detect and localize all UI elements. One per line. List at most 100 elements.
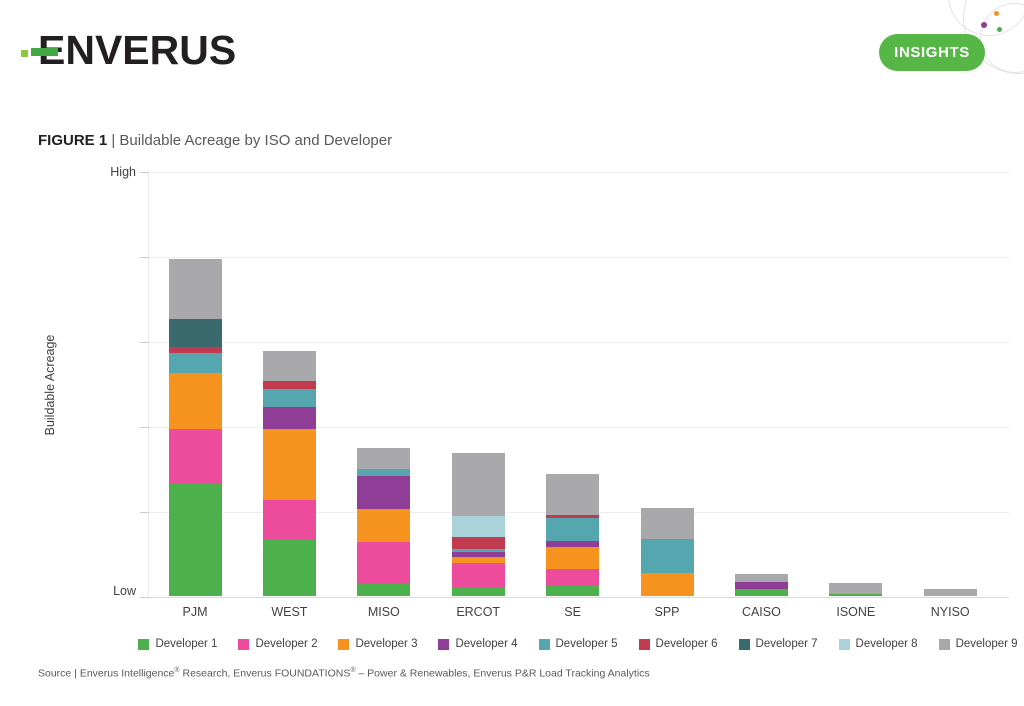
bar-caiso: [734, 574, 788, 596]
insights-button[interactable]: INSIGHTS: [879, 34, 985, 71]
gridline: [149, 427, 1009, 428]
figure-label: FIGURE 1: [38, 132, 108, 149]
legend-label: Developer 5: [555, 638, 618, 650]
bar-segment-developer-9: [829, 582, 883, 594]
gridline: [149, 597, 1009, 598]
gridline: [149, 257, 1009, 258]
bar-segment-developer-9: [168, 259, 222, 320]
bar-segment-developer-9: [451, 452, 505, 516]
bar-segment-developer-4: [357, 475, 411, 509]
legend-swatch: [838, 638, 850, 650]
legend-item-developer-1: Developer 1: [138, 638, 217, 650]
bar-segment-developer-5: [168, 352, 222, 373]
bar-isone: [829, 582, 883, 596]
source-line: Source | Enverus Intelligence® Research,…: [38, 667, 650, 680]
bar-segment-developer-5: [262, 388, 316, 407]
legend-label: Developer 4: [455, 638, 518, 650]
bar-segment-developer-1: [262, 539, 316, 596]
bar-segment-developer-9: [546, 474, 600, 515]
legend-swatch: [238, 638, 250, 650]
y-axis-high-label: High: [110, 165, 136, 179]
y-axis-tick: [140, 342, 149, 343]
y-axis-tick: [140, 172, 149, 173]
legend-label: Developer 1: [155, 638, 218, 650]
legend-swatch: [338, 638, 350, 650]
legend-item-developer-7: Developer 7: [738, 638, 818, 650]
x-axis-label-ercot: ERCOT: [456, 605, 501, 619]
legend-swatch: [938, 638, 950, 650]
bar-segment-developer-1: [734, 589, 788, 596]
legend-item-developer-5: Developer 5: [538, 638, 618, 650]
bar-segment-developer-3: [168, 372, 222, 430]
y-axis-tick: [140, 427, 149, 428]
bar-segment-developer-1: [168, 483, 222, 596]
bar-segment-developer-9: [923, 589, 977, 596]
legend-item-developer-4: Developer 4: [438, 638, 518, 650]
legend-item-developer-3: Developer 3: [338, 638, 417, 650]
bar-segment-developer-6: [262, 380, 316, 389]
figure-title: FIGURE 1 | Buildable Acreage by ISO and …: [38, 132, 392, 149]
bar-segment-developer-1: [451, 587, 505, 596]
bar-segment-developer-3: [546, 546, 600, 569]
x-axis-label-pjm: PJM: [182, 605, 208, 619]
y-axis-title: Buildable Acreage: [43, 334, 57, 436]
x-axis-label-isone: ISONE: [836, 605, 876, 619]
legend-item-developer-2: Developer 2: [238, 638, 317, 650]
bar-segment-developer-1: [357, 584, 411, 596]
bar-segment-developer-3: [640, 573, 694, 596]
logo-wordmark: ENVERUS: [38, 27, 237, 73]
bar-segment-developer-4: [546, 540, 600, 547]
legend-swatch: [538, 638, 550, 650]
x-axis-label-caiso: CAISO: [741, 605, 781, 619]
bar-segment-developer-9: [640, 508, 694, 539]
bar-west: [262, 350, 316, 596]
y-axis-tick: [140, 257, 149, 258]
legend-label: Developer 2: [255, 638, 318, 650]
y-axis-low-label: Low: [113, 584, 136, 598]
bar-pjm: [168, 259, 222, 596]
legend-label: Developer 7: [755, 638, 818, 650]
bar-spp: [640, 508, 694, 596]
logo-accent-dash: [31, 48, 58, 56]
bar-segment-developer-8: [451, 515, 505, 537]
plot-area: PJM WEST MISO ERCOT SE SPP CAISO ISONE NYISO: [140, 172, 1009, 619]
bar-segment-developer-4: [262, 406, 316, 429]
bar-segment-developer-5: [357, 469, 411, 476]
x-axis-label-west: WEST: [271, 605, 308, 619]
gridline: [149, 172, 1009, 173]
legend-label: Developer 8: [855, 638, 918, 650]
y-axis-tick: [140, 597, 149, 598]
bar-segment-developer-5: [640, 539, 694, 573]
bar-segment-developer-5: [451, 548, 505, 552]
enverus-logo[interactable]: ENVERUS: [21, 27, 237, 76]
bar-segment-developer-6: [168, 347, 222, 353]
figure-separator: |: [107, 132, 120, 149]
legend-label: Developer 9: [955, 638, 1018, 650]
x-axis-label-se: SE: [564, 605, 581, 619]
legend-item-developer-8: Developer 8: [838, 638, 918, 650]
y-axis-tick: [140, 512, 149, 513]
legend-swatch: [438, 638, 450, 650]
bar-segment-developer-2: [357, 542, 411, 585]
bar-segment-developer-2: [546, 568, 600, 585]
bar-segment-developer-9: [262, 350, 316, 381]
bar-se: [546, 474, 600, 596]
legend-label: Developer 6: [655, 638, 718, 650]
x-axis-label-nyiso: NYISO: [930, 605, 970, 619]
bar-segment-developer-6: [546, 514, 600, 518]
bar-segment-developer-4: [734, 582, 788, 590]
legend-item-developer-6: Developer 6: [638, 638, 718, 650]
bar-segment-developer-9: [734, 574, 788, 583]
gridline: [149, 342, 1009, 343]
bar-ercot: [451, 452, 505, 596]
x-axis-label-spp: SPP: [654, 605, 680, 619]
bar-segment-developer-3: [357, 508, 411, 543]
bar-segment-developer-9: [357, 448, 411, 470]
legend-label: Developer 3: [355, 638, 418, 650]
legend-swatch: [738, 638, 750, 650]
bar-miso: [357, 448, 411, 596]
legend-swatch: [138, 638, 150, 650]
bar-segment-developer-2: [451, 563, 505, 588]
bar-segment-developer-4: [451, 551, 505, 558]
